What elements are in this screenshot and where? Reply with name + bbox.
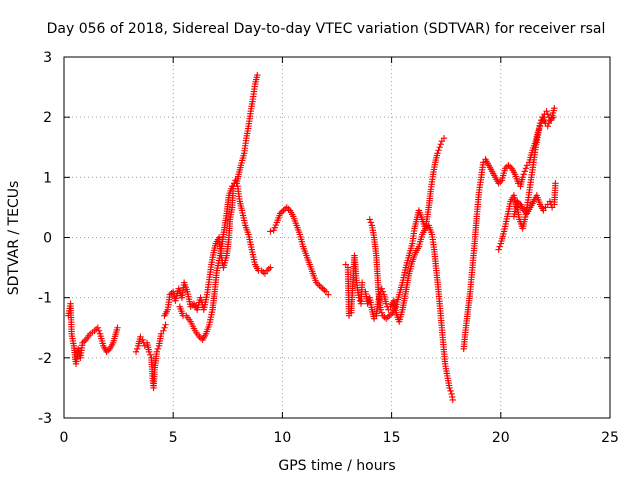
data-point <box>319 285 327 292</box>
series-segment-10 <box>495 113 557 253</box>
data-point <box>367 219 375 226</box>
data-point <box>316 282 323 289</box>
x-tick-label: 5 <box>169 430 178 446</box>
data-point <box>265 265 272 273</box>
data-point <box>544 110 551 118</box>
data-point <box>356 297 364 304</box>
data-point <box>317 283 325 291</box>
data-point <box>434 150 441 157</box>
data-point <box>160 327 167 334</box>
data-point <box>325 291 332 298</box>
chart-title: Day 056 of 2018, Sidereal Day-to-day VTE… <box>47 21 606 37</box>
series-segment-11 <box>510 180 559 220</box>
x-tick-label: 10 <box>273 430 291 446</box>
data-point <box>520 171 527 178</box>
data-point <box>546 198 554 205</box>
y-tick-label: 0 <box>43 231 52 247</box>
data-point <box>364 300 371 307</box>
data-point <box>378 285 385 292</box>
data-point <box>521 168 529 175</box>
data-point <box>552 180 559 187</box>
data-point <box>267 228 274 235</box>
grid-lines <box>64 57 610 418</box>
data-point <box>382 300 390 307</box>
data-point <box>153 348 161 356</box>
data-point <box>505 162 512 169</box>
y-tick-label: 3 <box>43 50 52 66</box>
data-point <box>519 174 526 181</box>
x-axis-label: GPS time / hours <box>278 458 395 474</box>
data-point <box>495 246 502 253</box>
data-point <box>366 216 373 223</box>
data-point <box>114 324 121 331</box>
data-point <box>536 119 544 127</box>
y-tick-label: 2 <box>43 110 52 126</box>
data-point <box>283 204 290 211</box>
series-segment-6 <box>342 252 366 319</box>
data-point <box>139 336 146 343</box>
series-segment-7 <box>362 135 448 325</box>
y-tick-label: 1 <box>43 170 52 186</box>
data-point <box>447 387 454 395</box>
data-point <box>161 324 168 331</box>
x-tick-label: 20 <box>492 430 510 446</box>
x-tick-label: 15 <box>383 430 401 446</box>
data-point <box>496 243 503 250</box>
y-tick-labels: -3 -2 -1 0 1 2 3 <box>38 50 52 427</box>
data-point <box>133 345 141 353</box>
data-point <box>95 327 103 334</box>
series-segment-8 <box>366 207 456 404</box>
series-segment-5 <box>267 204 332 298</box>
x-tick-labels: 0 5 10 15 20 25 <box>60 430 619 446</box>
data-point <box>543 107 550 115</box>
data-point <box>522 165 530 172</box>
data-point <box>132 348 140 356</box>
data-point <box>436 144 443 151</box>
data-point <box>377 306 384 313</box>
data-point <box>254 71 261 79</box>
data-point <box>437 141 444 148</box>
y-tick-label: -1 <box>38 291 52 307</box>
data-point <box>94 324 102 331</box>
y-tick-label: -3 <box>38 411 52 427</box>
data-point <box>551 104 558 112</box>
plot-frame <box>63 56 611 419</box>
data-point <box>321 286 328 294</box>
data-point <box>379 312 387 319</box>
data-point <box>147 351 154 359</box>
data-point <box>384 314 391 321</box>
data-point <box>435 147 442 154</box>
x-tick-label: 25 <box>601 430 619 446</box>
data-point <box>154 345 162 353</box>
data-point <box>162 321 169 328</box>
series-segment-2 <box>132 321 169 392</box>
data-point <box>358 279 366 286</box>
series-segment-9 <box>460 104 558 353</box>
y-axis-label: SDTVAR / TECUs <box>6 181 22 296</box>
x-tick-label: 0 <box>60 430 69 446</box>
data-point <box>378 309 385 316</box>
data-points <box>65 71 559 404</box>
data-point <box>267 264 274 271</box>
data-point <box>544 122 551 130</box>
data-point <box>545 119 553 127</box>
series-segment-4 <box>176 71 261 343</box>
data-point <box>550 113 557 121</box>
data-point <box>449 396 456 404</box>
series-segment-1 <box>65 300 121 368</box>
y-tick-label: -2 <box>38 351 52 367</box>
data-point <box>382 315 390 322</box>
data-point <box>440 135 448 142</box>
data-point <box>280 207 287 214</box>
data-point <box>446 384 453 392</box>
data-point <box>145 348 153 356</box>
data-point <box>260 268 267 276</box>
